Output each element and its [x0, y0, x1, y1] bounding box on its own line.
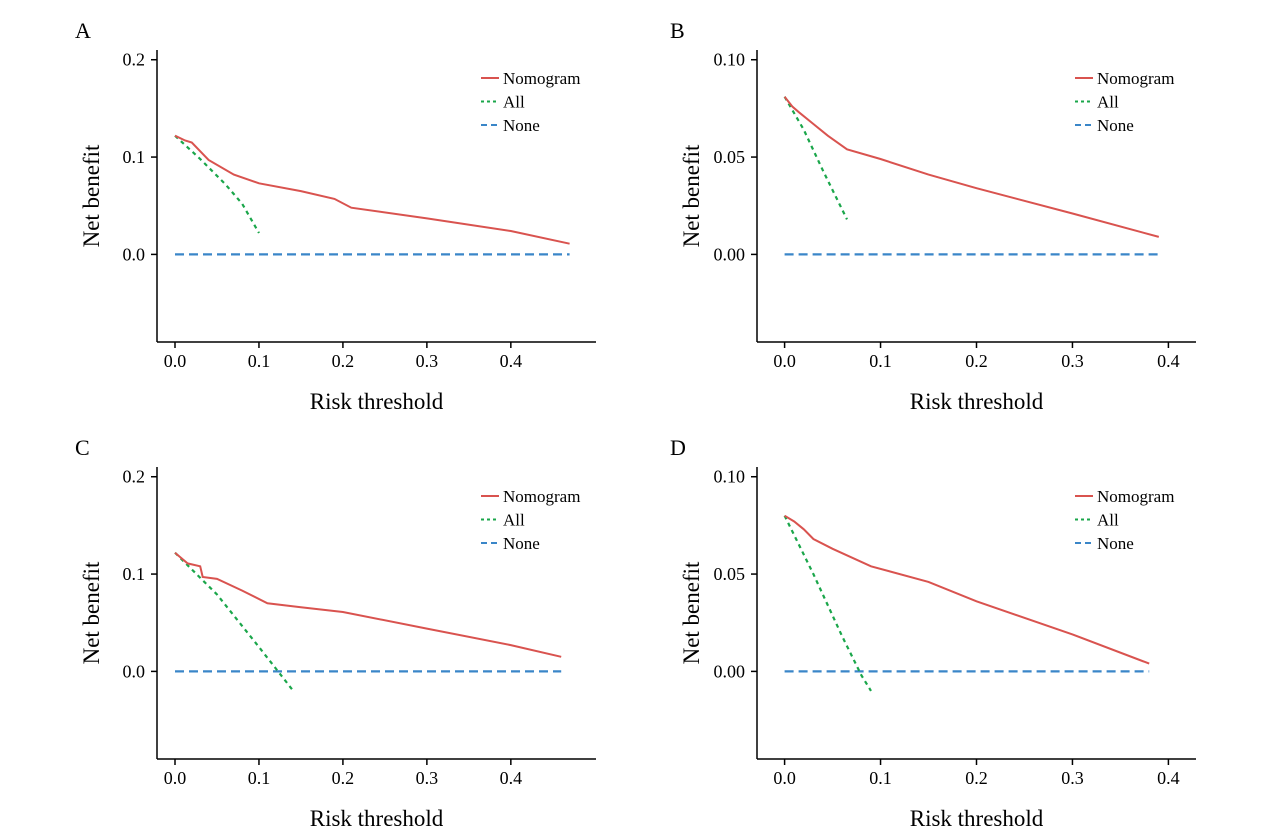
legend-label-nomogram: Nomogram: [1097, 487, 1174, 506]
legend-label-none: None: [1097, 534, 1134, 553]
x-tick-label: 0.2: [332, 768, 355, 788]
panel-letter: A: [75, 18, 91, 43]
y-tick-label: 0.00: [714, 244, 746, 264]
series-line-nomogram: [174, 134, 570, 245]
x-tick-label: 0.3: [1061, 768, 1084, 788]
x-tick-label: 0.0: [164, 768, 187, 788]
chart-panel-c: C 0.0 0.1 0.2 0.0 0.1 0.2 0.3 0.4 Risk threshold N…: [75, 435, 596, 831]
y-tick-label: 0.2: [123, 50, 146, 70]
x-tick-label: 0.2: [965, 351, 988, 371]
x-tick-label: 0.3: [416, 351, 439, 371]
x-axis-title: Risk threshold: [910, 806, 1044, 831]
panel-letter: B: [670, 18, 685, 43]
series-line-all: [174, 134, 260, 234]
x-tick-label: 0.4: [500, 768, 523, 788]
x-tick-label: 0.4: [1157, 351, 1180, 371]
y-axis-title: Net benefit: [79, 144, 104, 247]
legend: Nomogram All None: [1075, 69, 1174, 135]
y-tick-label: 0.2: [123, 467, 146, 487]
legend-label-none: None: [503, 116, 540, 135]
legend: Nomogram All None: [481, 69, 580, 135]
legend-label-nomogram: Nomogram: [503, 487, 580, 506]
legend: Nomogram All None: [481, 487, 580, 553]
series-line-nomogram: [174, 551, 562, 658]
x-tick-label: 0.1: [248, 351, 271, 371]
x-tick-label: 0.2: [965, 768, 988, 788]
x-axis-title: Risk threshold: [310, 806, 444, 831]
series-line-nomogram: [784, 514, 1150, 665]
y-axis-title: Net benefit: [679, 561, 704, 664]
panel-letter: D: [670, 435, 686, 460]
y-axis-title: Net benefit: [679, 144, 704, 247]
x-tick-label: 0.4: [1157, 768, 1180, 788]
series-line-all: [783, 515, 872, 692]
x-tick-label: 0.0: [164, 351, 187, 371]
y-tick-label: 0.00: [714, 661, 746, 681]
y-tick-label: 0.10: [714, 467, 746, 487]
legend-label-all: All: [503, 93, 525, 112]
x-tick-label: 0.1: [248, 768, 271, 788]
panel-letter: C: [75, 435, 90, 460]
y-tick-label: 0.0: [123, 661, 146, 681]
x-tick-label: 0.1: [869, 768, 892, 788]
legend-label-all: All: [1097, 511, 1119, 530]
series-line-nomogram: [783, 96, 1160, 238]
legend-label-none: None: [1097, 116, 1134, 135]
chart-panel-b: B 0.00 0.05 0.10 0.0 0.1 0.2 0.3 0.4 Risk thresho…: [670, 18, 1196, 414]
legend-label-all: All: [1097, 93, 1119, 112]
chart-panel-a: A 0.0 0.1 0.2 0.0 0.1 0.2 0.3 0.4 Risk threshold N…: [75, 18, 596, 414]
legend-label-nomogram: Nomogram: [503, 69, 580, 88]
legend-label-none: None: [503, 534, 540, 553]
y-tick-label: 0.05: [714, 147, 746, 167]
legend: Nomogram All None: [1075, 487, 1174, 553]
x-tick-label: 0.0: [773, 351, 796, 371]
y-tick-label: 0.1: [123, 564, 146, 584]
y-tick-label: 0.10: [714, 50, 746, 70]
x-tick-label: 0.1: [869, 351, 892, 371]
x-tick-label: 0.3: [416, 768, 439, 788]
legend-label-nomogram: Nomogram: [1097, 69, 1174, 88]
y-tick-label: 0.05: [714, 564, 746, 584]
y-tick-label: 0.1: [123, 147, 146, 167]
series-line-all: [783, 96, 848, 220]
x-axis-title: Risk threshold: [310, 389, 444, 414]
x-axis-title: Risk threshold: [910, 389, 1044, 414]
series-line-all: [174, 551, 294, 691]
x-tick-label: 0.3: [1061, 351, 1084, 371]
x-tick-label: 0.0: [773, 768, 796, 788]
legend-label-all: All: [503, 511, 525, 530]
chart-panel-d: D 0.00 0.05 0.10 0.0 0.1 0.2 0.3 0.4 Risk thresho…: [670, 435, 1196, 831]
y-tick-label: 0.0: [123, 244, 146, 264]
x-tick-label: 0.4: [500, 351, 523, 371]
x-tick-label: 0.2: [332, 351, 355, 371]
y-axis-title: Net benefit: [79, 561, 104, 664]
